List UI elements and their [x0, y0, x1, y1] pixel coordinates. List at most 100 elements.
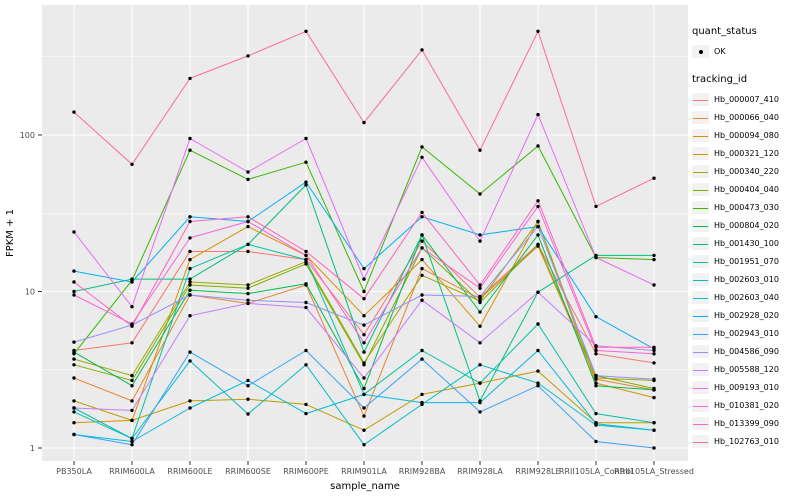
data-point-Hb_002928_020 [72, 269, 76, 273]
data-point-Hb_001951_070 [536, 322, 540, 326]
legend-key-swatch [692, 165, 709, 178]
legend-item-label: Hb_001430_100 [714, 239, 779, 248]
legend-item-label: Hb_000007_410 [714, 95, 779, 104]
data-point-Hb_001951_070 [304, 257, 308, 262]
data-point-Hb_002928_020 [188, 215, 192, 219]
data-point-Hb_001430_100 [72, 289, 76, 294]
data-point-Hb_000094_080 [362, 314, 366, 318]
data-point-Hb_002943_010 [246, 384, 250, 388]
data-point-Hb_001430_100 [188, 277, 192, 281]
data-point-Hb_000066_040 [420, 266, 424, 271]
data-point-Hb_000094_080 [188, 257, 192, 262]
legend-key-swatch [692, 201, 709, 214]
x-tick-label: PB350LA [56, 467, 92, 476]
line-swatch-icon [693, 333, 708, 335]
data-point-Hb_013399_090 [420, 210, 424, 215]
legend-key-swatch [692, 417, 709, 430]
data-point-Hb_002603_010 [130, 436, 134, 441]
data-point-Hb_000321_120 [130, 418, 134, 423]
data-point-Hb_000066_040 [362, 414, 366, 418]
data-point-Hb_002603_040 [188, 406, 192, 410]
data-point-Hb_000804_020 [652, 388, 656, 392]
data-point-Hb_000473_030 [304, 160, 308, 164]
legend-key-swatch [692, 219, 709, 232]
data-point-Hb_002603_010 [478, 363, 482, 367]
data-point-Hb_013399_090 [536, 199, 540, 203]
legend-item-Hb_000473_030: Hb_000473_030 [692, 199, 798, 216]
data-point-Hb_000404_040 [246, 286, 250, 290]
data-point-Hb_013399_090 [594, 345, 598, 349]
legend: quant_status OK tracking_id Hb_000007_41… [692, 26, 798, 451]
legend-item-Hb_000804_020: Hb_000804_020 [692, 217, 798, 234]
data-point-Hb_010381_020 [304, 253, 308, 258]
data-point-Hb_000094_080 [72, 421, 76, 425]
data-point-Hb_010381_020 [536, 204, 540, 209]
data-point-Hb_000007_410 [130, 341, 134, 345]
data-point-Hb_009193_010 [478, 239, 482, 243]
data-point-Hb_005588_120 [536, 290, 540, 294]
data-point-Hb_013399_090 [72, 280, 76, 284]
legend-key-swatch [692, 183, 709, 196]
line-swatch-icon [693, 387, 708, 389]
legend-item-Hb_102763_010: Hb_102763_010 [692, 433, 798, 450]
x-tick-label: RRIM928LE [515, 467, 560, 476]
line-swatch-icon [693, 171, 708, 173]
data-point-Hb_000340_220 [130, 373, 134, 378]
legend-item-Hb_002943_010: Hb_002943_010 [692, 325, 798, 342]
data-point-Hb_002603_010 [536, 381, 540, 385]
legend-item-label: Hb_000066_040 [714, 113, 779, 122]
line-swatch-icon [693, 153, 708, 155]
data-point-Hb_010381_020 [420, 246, 424, 250]
data-point-Hb_000094_080 [420, 257, 424, 262]
data-point-Hb_010381_020 [652, 352, 656, 356]
data-point-Hb_000404_040 [478, 300, 482, 305]
x-tick-label: RRIM928BA [399, 467, 446, 476]
data-point-Hb_000340_220 [420, 273, 424, 277]
data-point-Hb_013399_090 [188, 219, 192, 224]
data-point-Hb_002928_020 [304, 180, 308, 184]
data-point-Hb_000804_020 [362, 386, 366, 391]
legend-item-label: Hb_000094_080 [714, 131, 779, 140]
data-point-Hb_002603_040 [304, 411, 308, 416]
data-point-Hb_000804_020 [72, 350, 76, 354]
data-point-Hb_000340_220 [72, 357, 76, 361]
legend-item-label: Hb_001951_070 [714, 257, 779, 266]
legend-key-swatch [692, 237, 709, 250]
data-point-Hb_000340_220 [536, 219, 540, 224]
data-point-Hb_009193_010 [652, 283, 656, 287]
data-point-Hb_000007_410 [420, 239, 424, 243]
legend-title-tracking-id: tracking_id [692, 74, 748, 85]
data-point-Hb_005588_120 [188, 314, 192, 318]
data-point-Hb_002603_010 [304, 363, 308, 367]
data-point-Hb_010381_020 [188, 236, 192, 240]
line-swatch-icon [693, 135, 708, 137]
x-tick-label: RRIM928LA [457, 467, 503, 476]
data-point-Hb_000404_040 [536, 242, 540, 247]
data-point-Hb_002943_010 [652, 446, 656, 450]
data-point-Hb_000321_120 [362, 428, 366, 432]
legend-item-Hb_013399_090: Hb_013399_090 [692, 415, 798, 432]
legend-item-Hb_004586_090: Hb_004586_090 [692, 343, 798, 360]
data-point-Hb_102763_010 [652, 176, 656, 180]
data-point-Hb_001951_070 [246, 242, 250, 247]
legend-key-swatch [692, 327, 709, 340]
legend-item-label: Hb_002943_010 [714, 329, 779, 338]
data-point-Hb_009193_010 [72, 230, 76, 234]
data-point-Hb_102763_010 [188, 76, 192, 81]
line-swatch-icon [693, 207, 708, 209]
legend-item-label: Hb_002928_020 [714, 311, 779, 320]
plot-panel [42, 5, 688, 461]
data-point-Hb_000321_120 [304, 402, 308, 407]
data-point-Hb_001951_070 [478, 381, 482, 385]
data-point-Hb_013399_090 [304, 249, 308, 254]
tracking-id-legend-items: Hb_000007_410 Hb_000066_040 Hb_000094_080 H… [692, 91, 798, 450]
legend-key-swatch [692, 309, 709, 322]
legend-item-label: Hb_002603_040 [714, 293, 779, 302]
line-swatch-icon [693, 441, 708, 443]
legend-item-label: Hb_005588_120 [714, 365, 779, 374]
data-point-Hb_004586_090 [188, 293, 192, 297]
data-point-Hb_000473_030 [362, 289, 366, 294]
data-point-Hb_000804_020 [478, 310, 482, 314]
legend-item-Hb_010381_020: Hb_010381_020 [692, 397, 798, 414]
data-point-Hb_013399_090 [652, 345, 656, 349]
